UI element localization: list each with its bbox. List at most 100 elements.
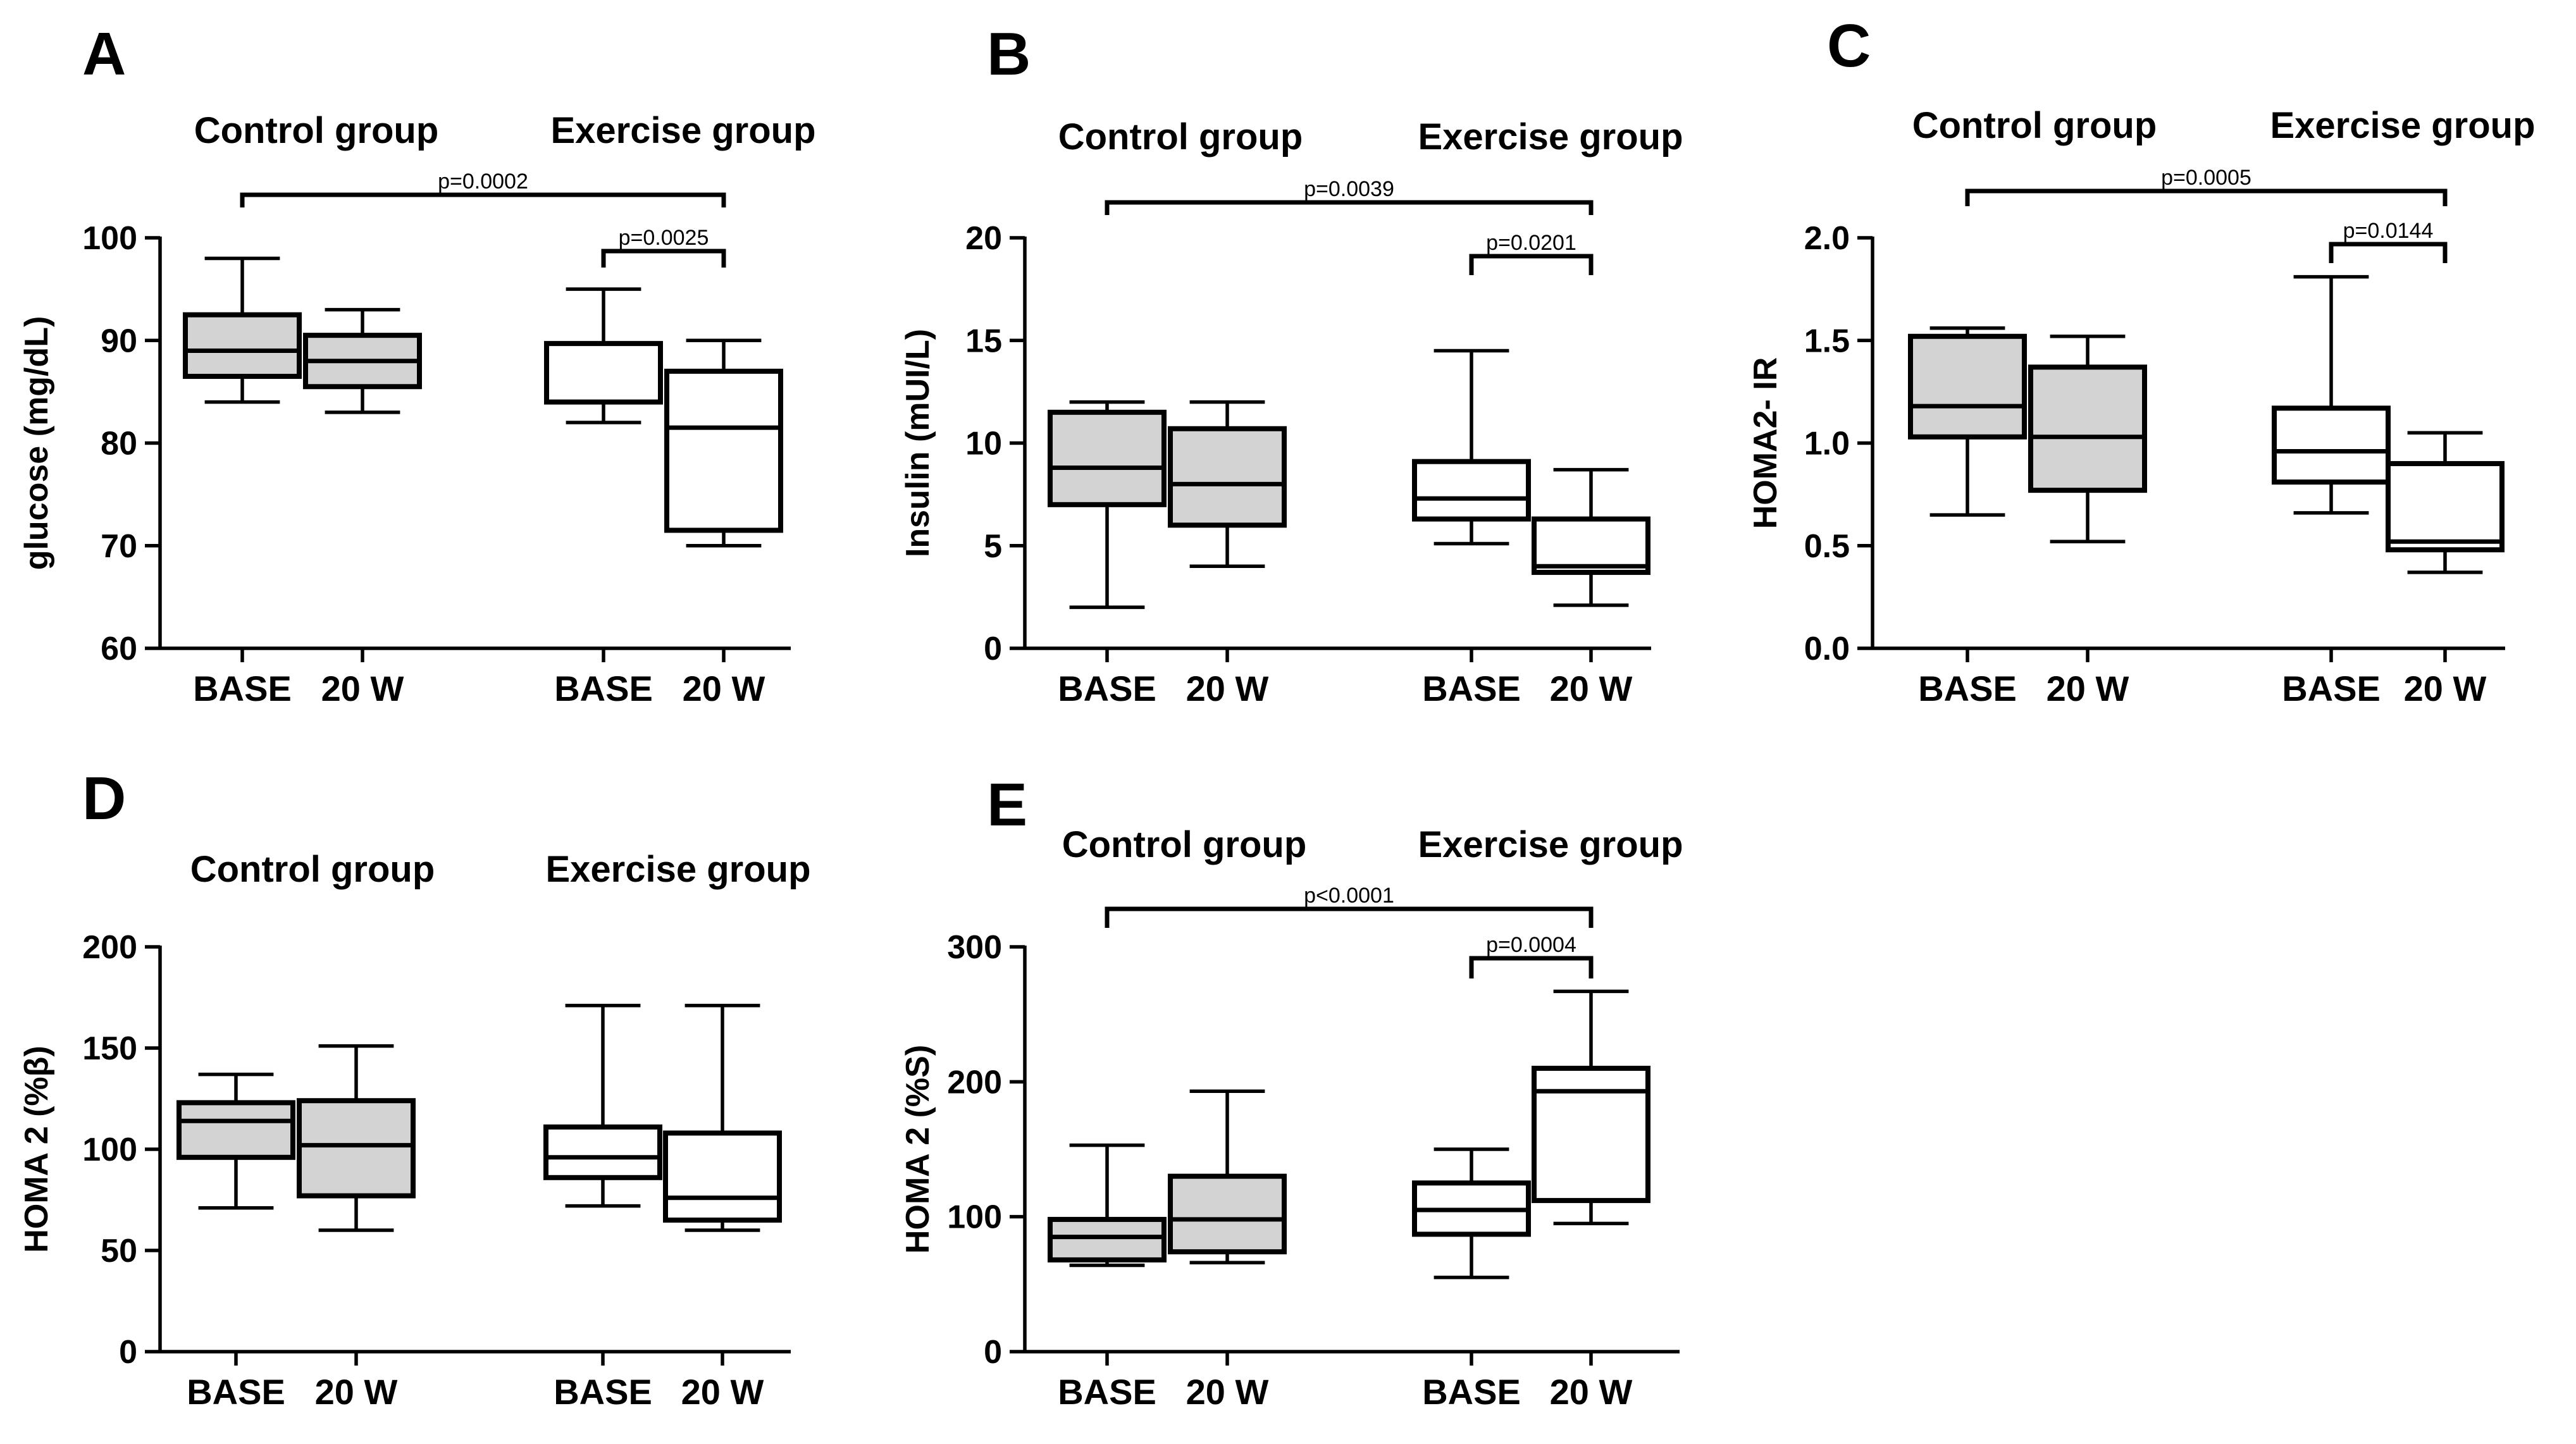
box-plot-exercise-base — [544, 287, 663, 424]
box-plot-exercise-20w — [2386, 431, 2505, 574]
p-value-label: p=0.0005 — [2161, 166, 2251, 190]
y-tick-label: 0 — [984, 1334, 1002, 1371]
box-plot-exercise-base — [543, 1004, 662, 1208]
x-category-label: BASE — [1918, 669, 2017, 708]
group-label: Exercise group — [550, 110, 815, 151]
y-tick-label: 100 — [947, 1199, 1002, 1236]
bracket-line — [2329, 242, 2448, 263]
box-plot-control-20w — [303, 307, 422, 414]
p-value-label: p=0.0144 — [2343, 219, 2434, 243]
box-plot-control-20w — [297, 1044, 416, 1232]
bracket-line — [1105, 200, 1594, 215]
box-iqr — [1168, 426, 1287, 528]
y-tick-label: 60 — [101, 631, 137, 667]
x-category-label: 20 W — [683, 669, 765, 708]
y-axis-label: glucose (mg/dL) — [18, 316, 55, 571]
panel-c: C Control group Exercise group HOMA2- IR 0.0… — [1747, 12, 2536, 708]
significance-bracket: p=0.0025 — [601, 226, 726, 268]
box-iqr — [663, 1130, 782, 1223]
group-label: Exercise group — [545, 849, 810, 890]
panel-letter: A — [82, 20, 126, 88]
y-tick-label: 70 — [101, 528, 137, 565]
x-category-label: 20 W — [315, 1372, 398, 1412]
y-tick-label: 0 — [984, 631, 1002, 667]
y-tick-label: 1.0 — [1804, 426, 1850, 462]
y-tick-label: 100 — [82, 1132, 137, 1168]
group-label: Exercise group — [1418, 824, 1683, 865]
bracket-line — [1105, 906, 1594, 928]
box-iqr — [297, 1098, 416, 1199]
box-plot-control-base — [176, 1072, 295, 1210]
panel-letter: B — [987, 20, 1031, 88]
significance-bracket: p=0.0039 — [1105, 177, 1594, 215]
box-iqr — [1532, 516, 1650, 575]
p-value-label: p=0.0025 — [619, 226, 709, 250]
panel-a: A Control group Exercise group glucose (mg/… — [18, 20, 816, 708]
x-category-label: 20 W — [681, 1372, 764, 1412]
box-iqr — [176, 1100, 295, 1160]
box-iqr — [1048, 1216, 1167, 1262]
y-tick-label: 200 — [947, 1064, 1002, 1101]
x-category-label: BASE — [1058, 1372, 1156, 1412]
x-category-label: BASE — [554, 669, 653, 708]
box-iqr — [1908, 333, 2027, 440]
y-tick-label: 200 — [82, 929, 137, 966]
x-category-label: BASE — [1422, 669, 1521, 708]
bracket-line — [601, 249, 726, 268]
y-tick-label: 20 — [965, 220, 1002, 257]
box-iqr — [1532, 1066, 1650, 1204]
y-axis-label: HOMA2- IR — [1747, 357, 1784, 529]
box-plot-exercise-20w — [664, 338, 783, 548]
panel-letter: C — [1827, 12, 1871, 80]
y-axis-label: HOMA 2 (%β) — [18, 1046, 55, 1252]
bracket-line — [1965, 188, 2448, 206]
p-value-label: p<0.0001 — [1304, 884, 1394, 908]
x-category-label: BASE — [2282, 669, 2381, 708]
y-tick-label: 0 — [119, 1334, 137, 1371]
box-plot-control-base — [1048, 1143, 1167, 1268]
x-category-label: 20 W — [2047, 669, 2129, 708]
box-plot-control-20w — [2028, 335, 2147, 544]
box-iqr — [1048, 409, 1167, 507]
x-category-label: BASE — [554, 1372, 652, 1412]
y-tick-label: 300 — [947, 929, 1002, 966]
box-iqr — [183, 312, 302, 380]
y-tick-label: 5 — [984, 528, 1002, 565]
box-plot-exercise-20w — [663, 1004, 782, 1232]
box-plot-control-20w — [1168, 400, 1287, 568]
box-plot-control-20w — [1168, 1089, 1287, 1264]
group-label: Control group — [1058, 116, 1303, 157]
box-iqr — [1412, 459, 1531, 522]
x-category-label: BASE — [193, 669, 292, 708]
x-category-label: 20 W — [1550, 669, 1633, 708]
box-iqr — [1168, 1173, 1287, 1255]
y-tick-label: 80 — [101, 426, 137, 462]
x-category-label: 20 W — [1186, 1372, 1269, 1412]
x-category-label: 20 W — [321, 669, 404, 708]
panel-d: D Control group Exercise group HOMA 2 (%β) 0… — [18, 765, 811, 1412]
box-iqr — [2028, 364, 2147, 493]
x-category-label: BASE — [1058, 669, 1156, 708]
y-tick-label: 0.5 — [1804, 528, 1850, 565]
y-axis-label: Insulin (mUI/L) — [900, 329, 936, 557]
p-value-label: p=0.0039 — [1304, 177, 1394, 201]
group-label: Exercise group — [1418, 116, 1683, 157]
y-tick-label: 150 — [82, 1030, 137, 1067]
significance-bracket: p=0.0002 — [240, 170, 726, 207]
significance-bracket: p=0.0144 — [2329, 219, 2448, 263]
group-label: Control group — [194, 110, 439, 151]
x-category-label: 20 W — [1550, 1372, 1633, 1412]
p-value-label: p=0.0002 — [438, 170, 528, 194]
y-tick-label: 0.0 — [1804, 631, 1850, 667]
x-category-label: 20 W — [2404, 669, 2487, 708]
box-iqr — [2272, 405, 2391, 485]
significance-bracket: p=0.0201 — [1469, 231, 1594, 275]
y-tick-label: 1.5 — [1804, 323, 1850, 359]
box-iqr — [543, 1124, 662, 1180]
y-tick-label: 90 — [101, 323, 137, 359]
group-label: Control group — [190, 849, 435, 890]
box-iqr — [664, 368, 783, 533]
p-value-label: p=0.0004 — [1486, 933, 1576, 957]
bracket-line — [1469, 956, 1594, 978]
